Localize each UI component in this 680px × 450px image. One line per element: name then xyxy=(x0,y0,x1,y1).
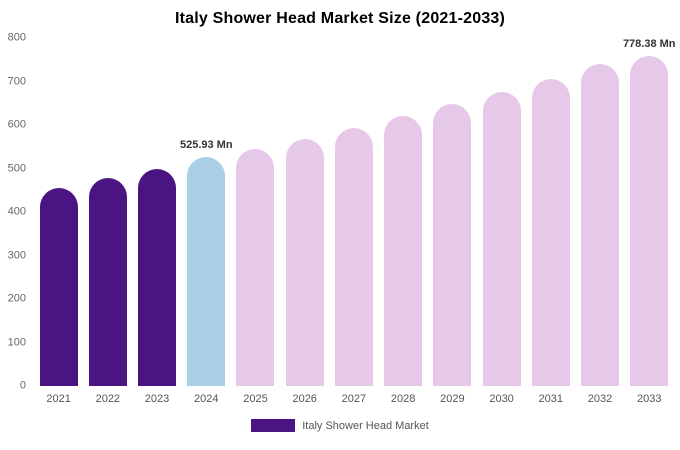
bar-column-2033: 778.38 Mn xyxy=(623,38,676,386)
bar-2029 xyxy=(433,104,472,386)
bar-value-label: 525.93 Mn xyxy=(179,139,233,152)
bar-column-2026 xyxy=(285,38,324,386)
legend-swatch xyxy=(251,419,296,432)
legend: Italy Shower Head Market xyxy=(0,419,680,432)
x-axis-tick-label: 2029 xyxy=(440,393,465,405)
x-axis-tick-label: 2023 xyxy=(144,393,170,405)
legend-label: Italy Shower Head Market xyxy=(302,419,429,432)
x-axis-tick-label: 2028 xyxy=(390,393,416,405)
bar-column-2024: 525.93 Mn xyxy=(180,38,233,386)
x-axis-tick-label: 2033 xyxy=(636,393,662,405)
bar-2024 xyxy=(187,157,226,386)
x-axis-tick-label: 2032 xyxy=(587,393,613,405)
bar-column-2032 xyxy=(581,38,620,386)
bar-column-2030 xyxy=(482,38,521,386)
bar-2022 xyxy=(88,178,127,386)
bar-2028 xyxy=(384,116,423,386)
x-axis-tick-label: 2031 xyxy=(538,393,564,405)
bar-column-2025 xyxy=(236,38,275,386)
x-axis-tick-label: 2027 xyxy=(341,393,367,405)
bar-2025 xyxy=(236,148,275,386)
plot: 525.93 Mn 778.38 Mn xyxy=(34,38,676,386)
x-axis-tick-label: 2026 xyxy=(292,393,317,405)
x-axis-tick-label: 2030 xyxy=(489,393,514,405)
y-axis-tick-label: 100 xyxy=(7,336,26,348)
bar-2033 xyxy=(630,56,669,386)
bar-column-2022 xyxy=(88,38,127,386)
plot-area: 0 100 200 300 400 500 600 700 800 525.93 Mn 778.3… xyxy=(0,32,680,391)
bar-column-2021 xyxy=(39,38,78,386)
y-axis-tick-label: 200 xyxy=(7,292,26,305)
x-axis-tick-label: 2022 xyxy=(95,393,121,405)
bar-2026 xyxy=(285,138,324,386)
bar-2023 xyxy=(138,168,177,386)
bar-series: 525.93 Mn 778.38 Mn xyxy=(34,38,676,386)
bar-2027 xyxy=(334,127,373,386)
y-axis-tick-label: 700 xyxy=(7,75,26,87)
bar-column-2031 xyxy=(531,38,570,386)
y-axis-tick-label: 600 xyxy=(7,118,26,131)
bar-value-label: 778.38 Mn xyxy=(622,38,676,50)
x-axis-tick-label: 2024 xyxy=(194,393,219,405)
chart-title: Italy Shower Head Market Size (2021-2033… xyxy=(174,10,506,27)
y-axis: 0 100 200 300 400 500 600 700 800 xyxy=(0,32,34,391)
bar-2021 xyxy=(39,188,78,386)
y-axis-tick-label: 400 xyxy=(7,205,26,218)
y-axis-tick-label: 800 xyxy=(7,31,26,44)
bar-2031 xyxy=(531,78,570,386)
bar-column-2028 xyxy=(384,38,423,386)
y-axis-tick-label: 500 xyxy=(7,162,26,174)
y-axis-tick-label: 0 xyxy=(19,379,26,392)
x-axis-tick-label: 2025 xyxy=(243,393,268,405)
bar-2030 xyxy=(482,91,521,386)
x-axis-tick-label: 2021 xyxy=(46,393,71,405)
bar-2032 xyxy=(581,64,620,386)
bar-column-2029 xyxy=(433,38,472,386)
x-axis: 2021 2022 2023 2024 2025 2026 2027 2028 2029 2030… xyxy=(34,393,680,405)
y-axis-tick-label: 300 xyxy=(7,249,26,261)
bar-column-2023 xyxy=(138,38,177,386)
bar-column-2027 xyxy=(334,38,373,386)
